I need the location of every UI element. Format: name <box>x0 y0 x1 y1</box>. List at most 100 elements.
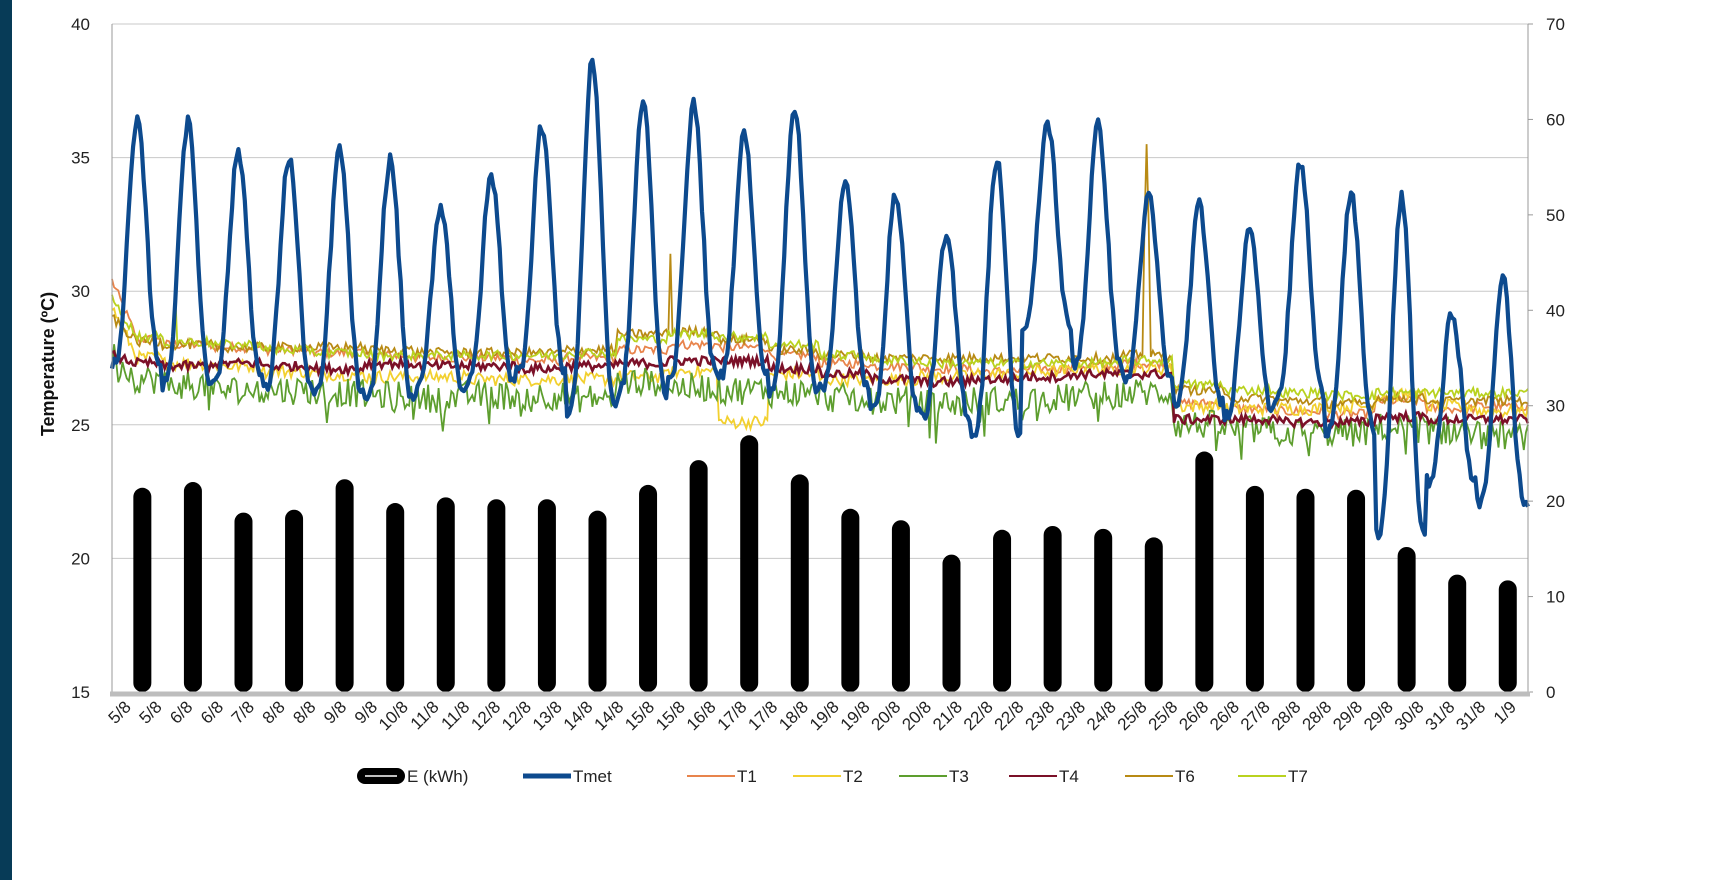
y-tick-label-left: 15 <box>71 683 90 702</box>
x-tick-label: 12/8 <box>467 697 504 734</box>
legend-label: Tmet <box>573 767 612 786</box>
y-tick-label-right: 0 <box>1546 683 1555 702</box>
x-tick-label: 6/8 <box>197 697 227 727</box>
y-tick-label-right: 30 <box>1546 397 1565 416</box>
x-tick-label: 16/8 <box>683 697 720 734</box>
energy-bar <box>790 474 809 692</box>
x-tick-label: 11/8 <box>407 697 443 733</box>
energy-bar <box>1094 528 1113 692</box>
chart-frame: 15 20 25 30 35 40 0 10 20 30 40 50 60 70 5/8 5/8 6/8 6/8 7… <box>12 0 1733 880</box>
x-tick-label: 8/8 <box>259 697 289 727</box>
energy-bar <box>1448 574 1467 692</box>
energy-bar <box>942 554 961 692</box>
x-tick-label: 15/8 <box>621 697 658 734</box>
x-tick-label: 20/8 <box>868 697 905 734</box>
x-tick-label: 19/8 <box>837 697 874 734</box>
y-tick-label-right: 40 <box>1546 301 1565 320</box>
x-tick-label: 18/8 <box>775 697 812 734</box>
y-tick-label-right: 50 <box>1546 206 1565 225</box>
x-tick-label: 13/8 <box>529 697 566 734</box>
x-tick-label: 1/9 <box>1490 697 1520 727</box>
x-tick-label: 28/8 <box>1268 697 1305 734</box>
x-tick-label: 26/8 <box>1175 697 1212 734</box>
series-line-t6 <box>111 144 1529 411</box>
x-tick-label: 27/8 <box>1237 697 1274 734</box>
x-tick-label: 17/8 <box>714 697 751 734</box>
energy-bar <box>639 484 658 692</box>
energy-bar <box>436 497 455 692</box>
energy-bar <box>740 435 759 692</box>
energy-bar <box>133 487 152 692</box>
x-tick-label: 25/8 <box>1145 697 1182 734</box>
energy-bar <box>1245 485 1264 692</box>
energy-bar <box>993 529 1012 692</box>
series-line-t4 <box>111 347 1530 430</box>
x-tick-label: 6/8 <box>166 697 196 727</box>
energy-bars <box>133 435 1517 692</box>
x-tick-label: 30/8 <box>1391 697 1428 734</box>
legend-label: E (kWh) <box>407 767 468 786</box>
y-tick-label-left: 25 <box>71 416 90 435</box>
y-tick-label-left: 40 <box>71 15 90 34</box>
x-tick-label: 26/8 <box>1206 697 1243 734</box>
x-tick-label: 31/8 <box>1452 697 1489 734</box>
y-tick-label-right: 60 <box>1546 110 1565 129</box>
series-line-tmet <box>109 57 1530 541</box>
energy-bar <box>588 510 607 692</box>
energy-bar <box>1195 451 1214 692</box>
y-tick-label-right: 20 <box>1546 492 1565 511</box>
x-tick-label: 24/8 <box>1083 697 1120 734</box>
y-tick-label-right: 70 <box>1546 15 1565 34</box>
legend-label: T2 <box>843 767 863 786</box>
x-tick-label: 20/8 <box>898 697 935 734</box>
x-tick-label: 22/8 <box>991 697 1028 734</box>
energy-bar <box>487 499 506 692</box>
legend: E (kWh) Tmet T1 T2 T3 T4 T6 T7 <box>357 767 1308 786</box>
x-tick-label: 7/8 <box>228 697 258 727</box>
energy-bar <box>891 520 910 692</box>
x-tick-label: 28/8 <box>1299 697 1336 734</box>
x-tick-label: 23/8 <box>1052 697 1089 734</box>
energy-bar <box>285 509 304 692</box>
energy-bar <box>537 499 556 692</box>
x-tick-label: 5/8 <box>105 697 135 727</box>
legend-label: T7 <box>1288 767 1308 786</box>
series-line-t7 <box>111 291 1529 404</box>
y-axis-label-left: Temperature (ºC) <box>38 292 58 436</box>
energy-bar <box>689 460 708 692</box>
x-tick-label: 31/8 <box>1422 697 1459 734</box>
legend-label: T3 <box>949 767 969 786</box>
energy-bar <box>234 512 253 692</box>
x-tick-label: 23/8 <box>1021 697 1058 734</box>
x-tick-label: 22/8 <box>960 697 997 734</box>
x-tick-label: 9/8 <box>320 697 350 727</box>
y-tick-label-right: 10 <box>1546 588 1565 607</box>
x-tick-label: 19/8 <box>806 697 843 734</box>
x-tick-label: 11/8 <box>438 697 474 733</box>
legend-label: T6 <box>1175 767 1195 786</box>
x-tick-label: 21/8 <box>929 697 966 734</box>
temperature-lines <box>109 57 1530 541</box>
energy-bar <box>183 482 202 692</box>
x-tick-label: 25/8 <box>1114 697 1151 734</box>
energy-bar <box>1498 580 1517 692</box>
y-tick-label-left: 20 <box>71 549 90 568</box>
energy-bar <box>335 479 354 692</box>
energy-bar <box>841 508 860 692</box>
x-tick-label: 14/8 <box>591 697 628 734</box>
energy-bar <box>1347 489 1366 692</box>
legend-label: T1 <box>737 767 757 786</box>
energy-bar <box>1144 537 1163 692</box>
legend-label: T4 <box>1059 767 1079 786</box>
y-tick-label-left: 30 <box>71 282 90 301</box>
x-tick-label: 15/8 <box>652 697 689 734</box>
y-tick-label-left: 35 <box>71 149 90 168</box>
x-tick-label: 29/8 <box>1360 697 1397 734</box>
grid <box>112 23 1528 559</box>
x-tick-label: 8/8 <box>289 697 319 727</box>
x-tick-label: 5/8 <box>135 697 165 727</box>
energy-bar <box>386 503 405 692</box>
x-tick-label: 17/8 <box>744 697 781 734</box>
energy-bar <box>1296 488 1315 692</box>
